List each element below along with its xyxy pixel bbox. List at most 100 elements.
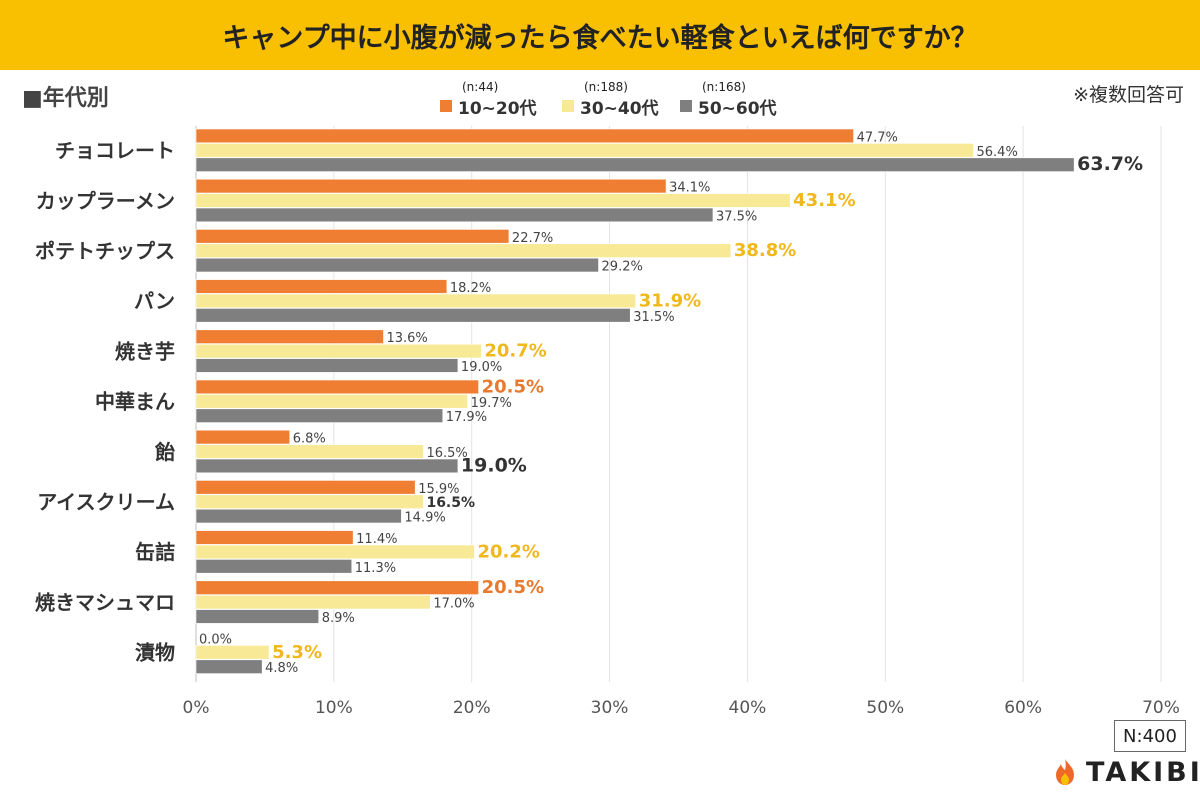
x-tick-label: 40% <box>729 698 767 718</box>
bar <box>195 293 637 309</box>
x-tick-label: 30% <box>591 698 629 718</box>
bar <box>195 143 974 158</box>
data-label: 4.8% <box>265 661 298 676</box>
category-label: ポテトチップス <box>35 239 175 263</box>
data-label: 20.7% <box>484 341 546 362</box>
data-label: 11.4% <box>356 532 397 547</box>
bar <box>195 379 479 395</box>
bar <box>195 343 482 359</box>
data-label: 56.4% <box>977 145 1018 160</box>
bar <box>195 609 319 624</box>
data-label: 34.1% <box>669 181 710 196</box>
bar <box>195 279 448 294</box>
data-label: 19.7% <box>471 396 512 411</box>
bar <box>195 444 424 459</box>
category-label: 焼き芋 <box>115 339 175 363</box>
legend-sample-size: (n:168) <box>702 80 746 94</box>
data-label: 11.3% <box>355 561 396 576</box>
data-label: 16.5% <box>426 495 475 511</box>
bar <box>195 659 263 674</box>
category-label: チョコレート <box>55 139 175 163</box>
x-tick-label: 10% <box>315 698 353 718</box>
data-label: 17.0% <box>433 597 474 612</box>
data-label: 37.5% <box>716 209 757 224</box>
data-label: 38.8% <box>734 240 796 261</box>
data-label: 20.5% <box>482 376 544 397</box>
bar <box>195 193 791 208</box>
x-tick-label: 60% <box>1004 698 1042 718</box>
legend-swatch <box>440 100 452 112</box>
category-label: 飴 <box>154 440 175 464</box>
category-label: アイスクリーム <box>37 490 175 514</box>
data-label: 19.0% <box>461 454 527 476</box>
data-label: 22.7% <box>512 231 553 246</box>
data-label: 15.9% <box>418 482 459 497</box>
legend-swatch <box>680 100 692 112</box>
category-label: 中華まん <box>95 390 175 414</box>
data-label: 20.2% <box>477 541 539 562</box>
data-label: 47.7% <box>857 130 898 145</box>
bar <box>195 243 732 258</box>
bar <box>195 508 402 524</box>
legend-label: 10~20代 <box>458 98 537 119</box>
legend-label: 30~40代 <box>580 98 659 119</box>
bar <box>195 559 353 574</box>
x-tick-label: 20% <box>453 698 491 718</box>
x-tick-label: 70% <box>1142 698 1180 718</box>
bar <box>195 128 854 144</box>
data-label: 43.1% <box>793 190 855 211</box>
category-label: カップラーメン <box>36 189 175 213</box>
legend-item-50-60: (n:168) 50~60代 <box>680 80 830 119</box>
legend-sample-size: (n:44) <box>462 80 499 94</box>
data-label: 14.9% <box>404 511 445 526</box>
category-label: パン <box>134 289 175 313</box>
legend-swatch <box>562 100 574 112</box>
bar <box>195 458 459 474</box>
bar <box>195 480 416 495</box>
legend-item-10-20: (n:44) 10~20代 <box>440 80 590 119</box>
bar <box>195 408 444 423</box>
title-bar: キャンプ中に小腹が減ったら食べたい軽食といえば何ですか？ <box>0 0 1200 70</box>
data-label: 31.9% <box>639 290 701 311</box>
data-label: 17.9% <box>446 410 487 425</box>
legend-sample-size: (n:188) <box>584 80 628 94</box>
data-label: 6.8% <box>293 432 326 447</box>
data-label: 31.5% <box>633 310 674 325</box>
data-label: 18.2% <box>450 281 491 296</box>
data-label: 13.6% <box>386 331 427 346</box>
bar <box>195 207 714 223</box>
sample-size-box: N:400 <box>1114 720 1186 752</box>
category-label: 缶詰 <box>135 540 175 564</box>
data-label: 5.3% <box>272 642 322 663</box>
category-label: 漬物 <box>135 641 175 665</box>
bar <box>195 257 599 273</box>
data-label: 63.7% <box>1077 153 1143 175</box>
legend-item-30-40: (n:188) 30~40代 <box>562 80 712 119</box>
data-label: 0.0% <box>199 632 232 647</box>
category-label: 焼きマシュマロ <box>35 590 175 614</box>
chart-title: キャンプ中に小腹が減ったら食べたい軽食といえば何ですか？ <box>222 22 978 54</box>
bar <box>195 429 291 445</box>
x-tick-label: 0% <box>183 698 210 718</box>
bar <box>195 544 475 560</box>
data-label: 20.5% <box>482 577 544 598</box>
bar <box>195 594 431 610</box>
bar <box>195 494 424 509</box>
data-label: 19.0% <box>461 360 502 375</box>
brand-name: TAKIBI <box>1086 756 1200 788</box>
flame-icon <box>1056 759 1074 785</box>
bar <box>195 308 631 323</box>
bar <box>195 157 1075 172</box>
bar <box>195 178 667 194</box>
data-label: 8.9% <box>322 611 355 626</box>
legend-label: 50~60代 <box>698 98 777 119</box>
bar <box>195 229 510 244</box>
bar <box>195 329 384 344</box>
multiple-answer-note: ※複数回答可 <box>1073 84 1184 106</box>
bar <box>195 358 459 373</box>
bar <box>195 394 468 409</box>
bar <box>195 530 354 545</box>
x-tick-label: 50% <box>866 698 904 718</box>
bar <box>195 645 270 660</box>
